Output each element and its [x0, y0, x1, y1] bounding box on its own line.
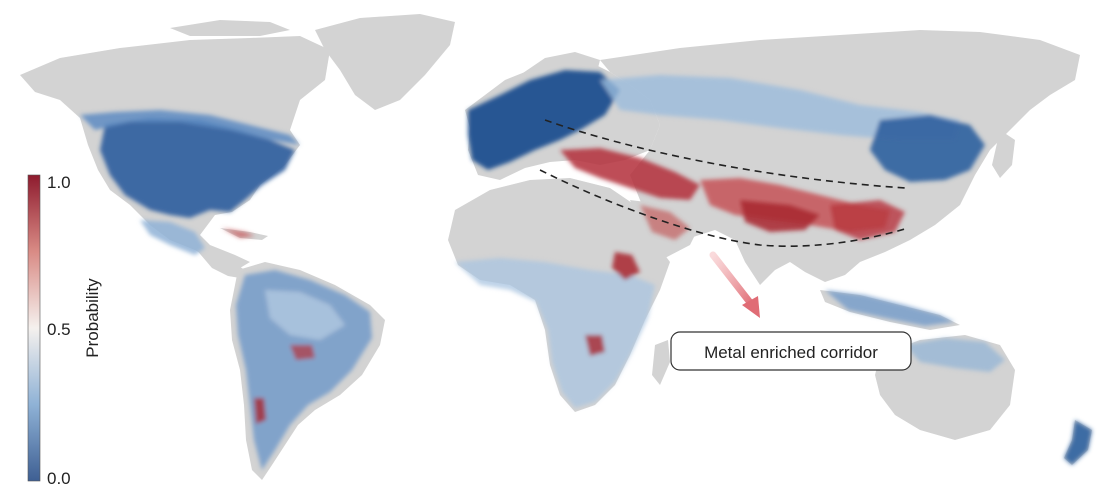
callout-box [670, 331, 912, 371]
colorbar-legend: 1.0 0.5 0.0 Probability [27, 173, 102, 488]
prob-region-south-africa-red [585, 335, 605, 356]
prob-region-usa [100, 118, 295, 218]
callout: Metal enriched corridor [670, 331, 912, 371]
arrow-shaft [709, 251, 756, 309]
prob-region-europe [468, 70, 620, 170]
prob-region-himalaya [740, 200, 820, 232]
prob-region-africa [455, 258, 655, 408]
prob-region-canada-edge [80, 110, 300, 145]
arrow-head [742, 296, 760, 318]
land-arctic-islands [170, 20, 290, 36]
prob-region-australia-coast [905, 338, 1005, 372]
corridor-lines [539, 119, 909, 247]
prob-region-cuba-red [222, 228, 255, 238]
prob-region-east-asia [870, 115, 985, 182]
prob-region-mexico [140, 220, 205, 255]
prob-region-se-asia [825, 290, 955, 326]
prob-region-east-africa-red [612, 252, 640, 280]
land-greenland [315, 14, 455, 110]
probability-overlay [80, 70, 1092, 470]
land-central-america [195, 248, 245, 278]
prob-region-andes-red [254, 398, 266, 424]
prob-region-amazon-light [265, 290, 345, 340]
corridor-upper-line [544, 119, 906, 189]
land-madagascar [652, 340, 670, 385]
corridor-arrow [709, 251, 760, 318]
prob-region-nz [1064, 420, 1092, 465]
land-japan [992, 130, 1015, 178]
tick-label-low: 0.0 [47, 469, 71, 488]
corridor-lower-line [539, 169, 909, 247]
callout-label: Metal enriched corridor [704, 343, 878, 362]
prob-region-brazil-red [290, 345, 315, 360]
prob-region-turkey-iran [560, 148, 700, 200]
prob-region-russia [600, 75, 960, 140]
colorbar [27, 174, 41, 482]
tick-label-mid: 0.5 [47, 320, 71, 339]
legend-title: Probability [83, 278, 102, 358]
prob-region-china-red [830, 200, 905, 240]
tick-label-high: 1.0 [47, 173, 71, 192]
